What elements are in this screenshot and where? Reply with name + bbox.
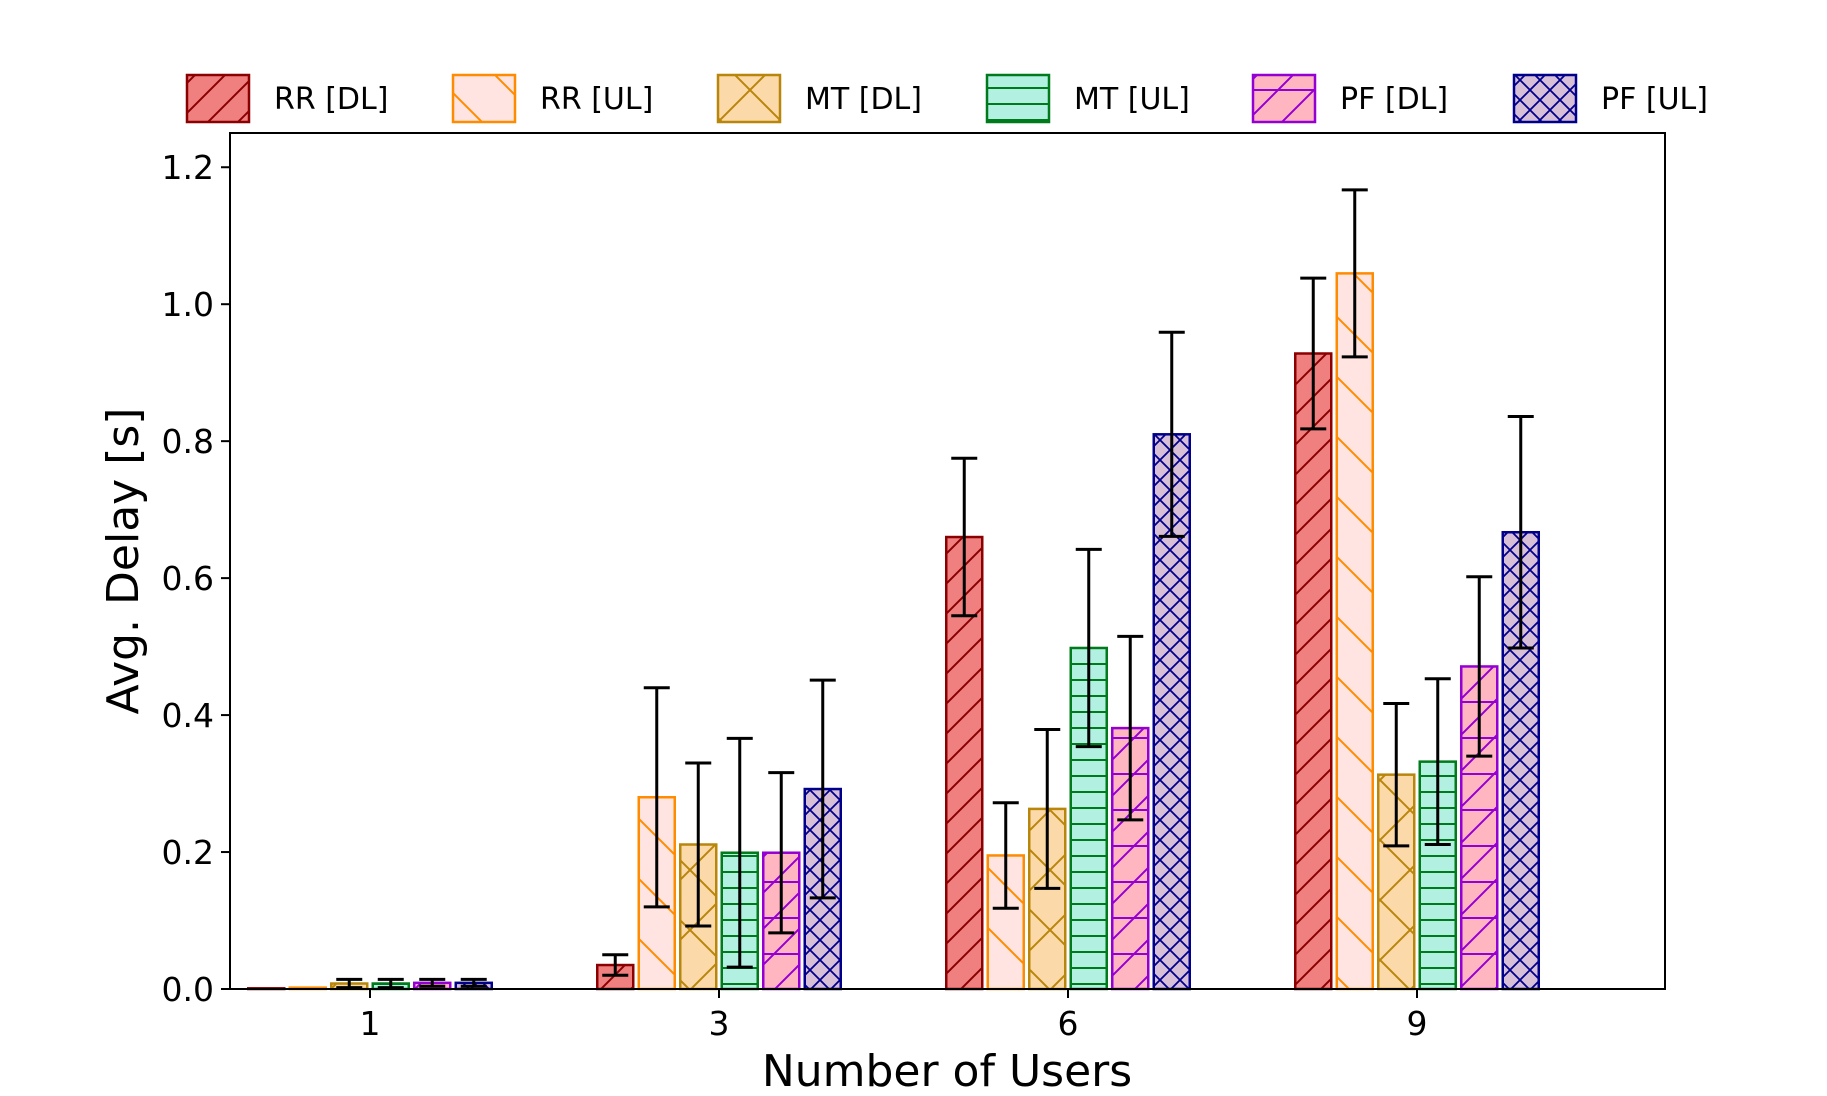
legend-item: PF [UL]: [1512, 73, 1708, 124]
error-bar-mt-dl-9: [1383, 701, 1410, 848]
error-bar-rr-ul-3: [643, 686, 670, 909]
error-bar-pf-ul-6: [1158, 330, 1185, 538]
x-tick-label: 9: [1407, 1004, 1428, 1043]
x-axis: 1 3 6 9: [360, 989, 1428, 1043]
error-bar-pf-dl-3: [768, 771, 795, 935]
legend-item: MT [DL]: [716, 73, 922, 124]
y-tick-label: 0.0: [162, 970, 214, 1009]
legend-item: MT [UL]: [985, 73, 1190, 124]
error-bar-pf-dl-1: [419, 977, 446, 988]
bar-rr-dl-9: [1294, 352, 1333, 991]
y-tick-label: 0.8: [162, 422, 214, 461]
legend-item: RR [DL]: [185, 73, 388, 124]
x-tick-label: 6: [1058, 1004, 1079, 1043]
legend-swatch: [185, 73, 251, 124]
x-tick-label: 3: [709, 1004, 730, 1043]
x-tick-label: 1: [360, 1004, 381, 1043]
plot-frame: [229, 132, 1666, 990]
error-bar-rr-ul-6: [992, 801, 1019, 910]
error-bar-mt-ul-1: [377, 977, 404, 990]
legend-label: PF [UL]: [1601, 82, 1708, 117]
legend-label: PF [DL]: [1340, 82, 1448, 117]
legend-item: RR [UL]: [451, 73, 653, 124]
legend-label: RR [UL]: [540, 82, 653, 117]
y-axis-title: Avg. Delay [s]: [98, 408, 149, 715]
error-bar-rr-dl-6: [951, 456, 978, 618]
legend-label: RR [DL]: [274, 82, 388, 117]
error-bar-mt-dl-1: [336, 977, 363, 990]
y-tick-label: 1.2: [162, 148, 214, 187]
error-bar-pf-dl-9: [1466, 575, 1493, 758]
legend-swatch: [1512, 73, 1578, 124]
error-bar-mt-dl-6: [1034, 727, 1061, 890]
error-bar-mt-dl-3: [685, 761, 712, 928]
error-bars-layer: [336, 188, 1534, 990]
error-bar-pf-ul-3: [809, 678, 836, 900]
legend-swatch: [1251, 73, 1317, 124]
x-axis-title: Number of Users: [762, 1046, 1132, 1096]
bar-rr-ul-9: [1335, 272, 1374, 991]
error-bar-rr-ul-9: [1341, 188, 1368, 359]
bars-layer: [247, 272, 1540, 991]
error-bar-mt-ul-3: [726, 736, 753, 969]
y-tick-label: 0.4: [162, 696, 214, 735]
y-tick-label: 1.0: [162, 285, 214, 324]
error-bar-rr-dl-9: [1300, 276, 1327, 431]
error-bar-rr-dl-3: [602, 953, 629, 977]
error-bar-mt-ul-9: [1424, 677, 1451, 847]
error-bar-pf-ul-9: [1507, 415, 1534, 650]
legend-item: PF [DL]: [1251, 73, 1448, 124]
y-tick-label: 0.2: [162, 833, 214, 872]
legend-label: MT [UL]: [1074, 82, 1190, 117]
y-tick-label: 0.6: [162, 559, 214, 598]
legend-swatch: [985, 73, 1051, 124]
error-bar-pf-ul-1: [460, 977, 487, 988]
bar-pf-ul-6: [1152, 433, 1191, 991]
legend-swatch: [716, 73, 782, 124]
legend-label: MT [DL]: [805, 82, 922, 117]
error-bar-pf-dl-6: [1117, 634, 1144, 822]
y-axis: 0.0 0.2 0.4 0.6 0.8 1.0 1.2: [162, 148, 230, 1009]
legend: RR [DL] RR [UL] MT [DL] MT [UL] PF [DL] PF [U…: [185, 73, 1708, 124]
error-bar-mt-ul-6: [1075, 547, 1102, 749]
legend-swatch: [451, 73, 517, 124]
